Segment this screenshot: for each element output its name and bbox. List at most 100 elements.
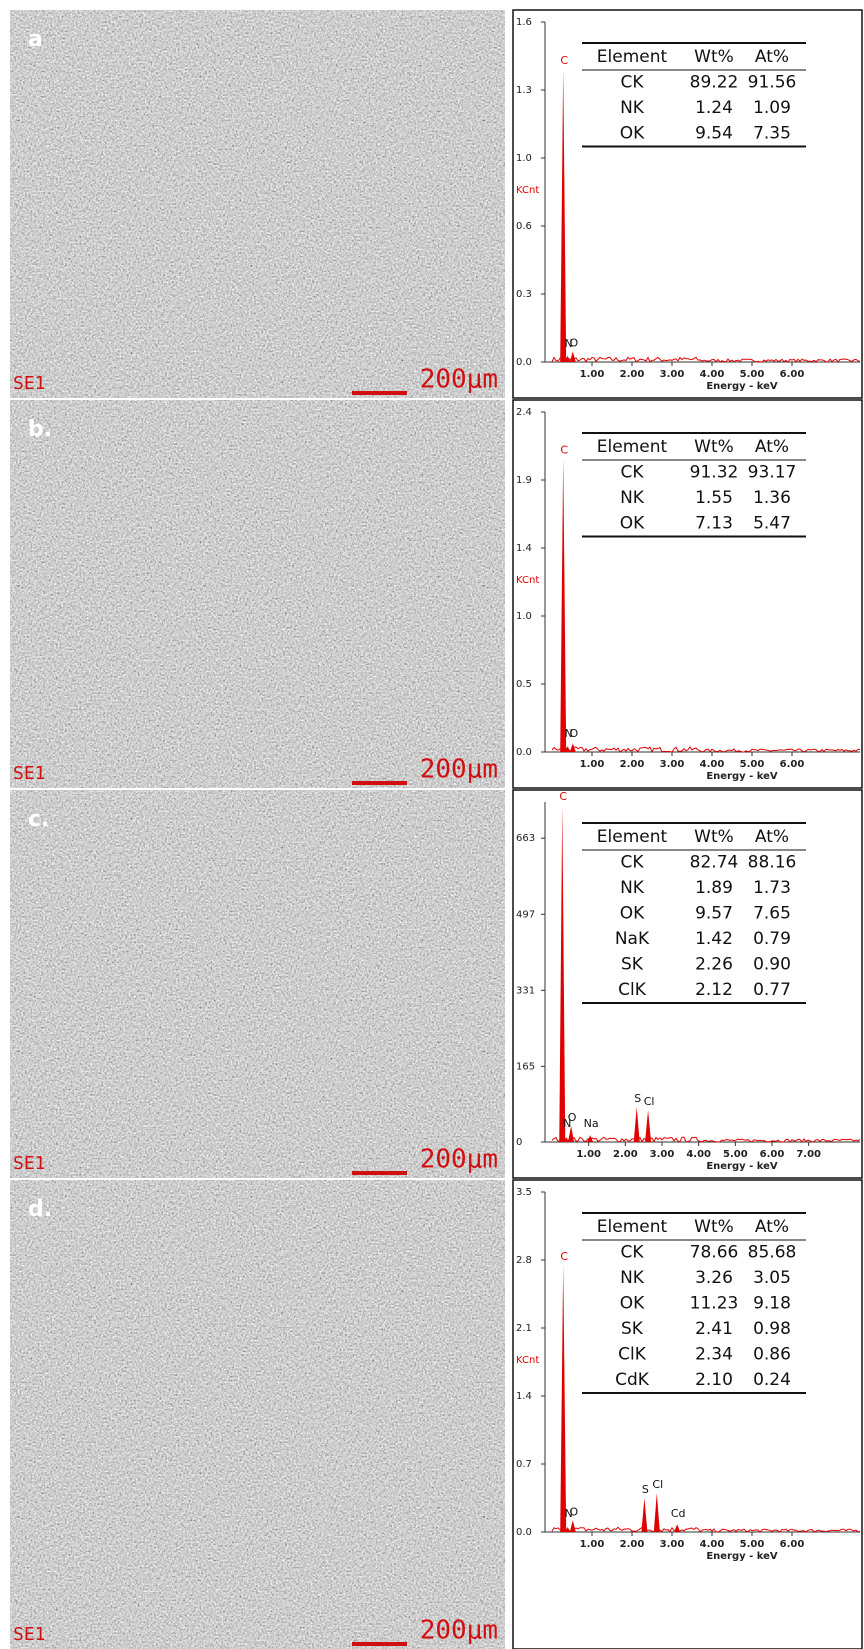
scale-bar-label: 200μm xyxy=(420,365,498,395)
table-header: At% xyxy=(755,1217,789,1237)
table-cell: 0.79 xyxy=(753,929,791,949)
spectrum-peak xyxy=(564,746,571,752)
y-tick-label: 0.0 xyxy=(516,1527,532,1538)
spectrum-baseline xyxy=(551,746,861,754)
y-tick-label: 1.9 xyxy=(516,475,532,486)
x-axis-label: Energy - keV xyxy=(706,381,778,392)
spectrum-box xyxy=(512,789,863,1179)
table-cell: 1.36 xyxy=(753,488,791,508)
table-cell: OK xyxy=(620,514,645,534)
y-tick-label: 165 xyxy=(516,1061,535,1072)
x-tick-label: 4.00 xyxy=(686,1149,711,1160)
table-cell: 2.10 xyxy=(695,1370,733,1390)
x-tick-label: 3.00 xyxy=(660,759,685,770)
table-cell: OK xyxy=(620,904,645,924)
table-cell: 85.68 xyxy=(748,1243,797,1263)
sem-image xyxy=(9,399,506,789)
panel-label: c. xyxy=(28,807,49,832)
y-axis-label: KCnt xyxy=(516,575,539,586)
table-cell: 88.16 xyxy=(748,853,797,873)
y-axis-label: KCnt xyxy=(516,185,539,196)
table-cell: 3.26 xyxy=(695,1268,733,1288)
y-tick-label: 1.0 xyxy=(516,153,532,164)
y-tick-label: 0 xyxy=(516,1137,522,1148)
spectrum-peak xyxy=(568,1125,575,1142)
spectrum-peak xyxy=(633,1107,640,1142)
spectrum-peak xyxy=(564,1527,571,1532)
table-cell: CK xyxy=(620,463,644,483)
table-cell: 0.90 xyxy=(753,955,791,975)
x-tick-label: 5.00 xyxy=(740,369,765,380)
y-tick-label: 497 xyxy=(516,909,535,920)
peak-label: Cl xyxy=(652,1478,663,1491)
image-label: SE1 xyxy=(13,1153,46,1174)
y-tick-label: 1.4 xyxy=(516,543,532,554)
spectrum-peak xyxy=(674,1524,681,1532)
table-cell: NK xyxy=(620,488,645,508)
table-header: Wt% xyxy=(694,827,734,847)
y-axis-label: KCnt xyxy=(516,1355,539,1366)
y-tick-label: 331 xyxy=(516,985,535,996)
peak-label: Cd xyxy=(671,1507,686,1520)
spectrum-baseline xyxy=(551,356,861,363)
spectrum-peak xyxy=(559,805,566,1142)
table-cell: 0.86 xyxy=(753,1345,791,1365)
x-tick-label: 1.00 xyxy=(580,369,605,380)
table-cell: SK xyxy=(621,955,644,975)
table-cell: NaK xyxy=(615,929,650,949)
x-tick-label: 7.00 xyxy=(796,1149,821,1160)
table-cell: 0.24 xyxy=(753,1370,791,1390)
spectrum-baseline xyxy=(551,1526,861,1533)
panel-label: b. xyxy=(28,417,52,442)
y-tick-label: 2.1 xyxy=(516,1323,532,1334)
y-tick-label: 663 xyxy=(516,833,535,844)
y-tick-label: 1.3 xyxy=(516,85,532,96)
peak-label: O xyxy=(569,337,578,350)
peak-label: N xyxy=(564,1507,572,1520)
y-tick-label: 0.3 xyxy=(516,289,532,300)
table-cell: 91.56 xyxy=(748,73,797,93)
panel-label: d. xyxy=(28,1197,52,1222)
x-tick-label: 1.00 xyxy=(580,759,605,770)
spectrum-box xyxy=(512,9,863,399)
table-cell: 9.18 xyxy=(753,1294,791,1314)
sem-image xyxy=(9,789,506,1179)
table-header: Element xyxy=(597,827,668,847)
table-cell: NK xyxy=(620,1268,645,1288)
table-cell: 2.34 xyxy=(695,1345,733,1365)
peak-label: S xyxy=(642,1483,649,1496)
x-axis-label: Energy - keV xyxy=(706,771,778,782)
x-tick-label: 1.00 xyxy=(580,1539,605,1550)
spectrum-peak xyxy=(563,1137,570,1142)
panel-label: a xyxy=(28,27,43,52)
table-cell: 5.47 xyxy=(753,514,791,534)
x-tick-label: 6.00 xyxy=(780,1539,805,1550)
peak-label: O xyxy=(568,1111,577,1124)
spectrum-peak xyxy=(560,458,567,752)
image-label: SE1 xyxy=(13,763,46,784)
table-cell: 2.41 xyxy=(695,1319,733,1339)
peak-label: C xyxy=(560,54,568,67)
spectrum-peak xyxy=(653,1493,660,1532)
table-cell: CK xyxy=(620,73,644,93)
spectrum-baseline xyxy=(551,1136,861,1143)
table-cell: 0.98 xyxy=(753,1319,791,1339)
x-tick-label: 6.00 xyxy=(780,369,805,380)
y-tick-label: 1.0 xyxy=(516,611,532,622)
table-cell: 9.57 xyxy=(695,904,733,924)
table-cell: OK xyxy=(620,124,645,144)
table-header: Wt% xyxy=(694,437,734,457)
table-cell: 2.26 xyxy=(695,955,733,975)
spectrum-peak xyxy=(560,69,567,363)
table-cell: 1.73 xyxy=(753,878,791,898)
peak-label: N xyxy=(563,1117,571,1130)
spectrum-peak xyxy=(645,1109,652,1142)
y-tick-label: 0.6 xyxy=(516,221,532,232)
table-cell: 11.23 xyxy=(690,1294,739,1314)
table-cell: NK xyxy=(620,878,645,898)
table-cell: CdK xyxy=(615,1370,650,1390)
x-tick-label: 5.00 xyxy=(740,1539,765,1550)
table-header: Wt% xyxy=(694,47,734,67)
table-cell: 89.22 xyxy=(690,73,739,93)
